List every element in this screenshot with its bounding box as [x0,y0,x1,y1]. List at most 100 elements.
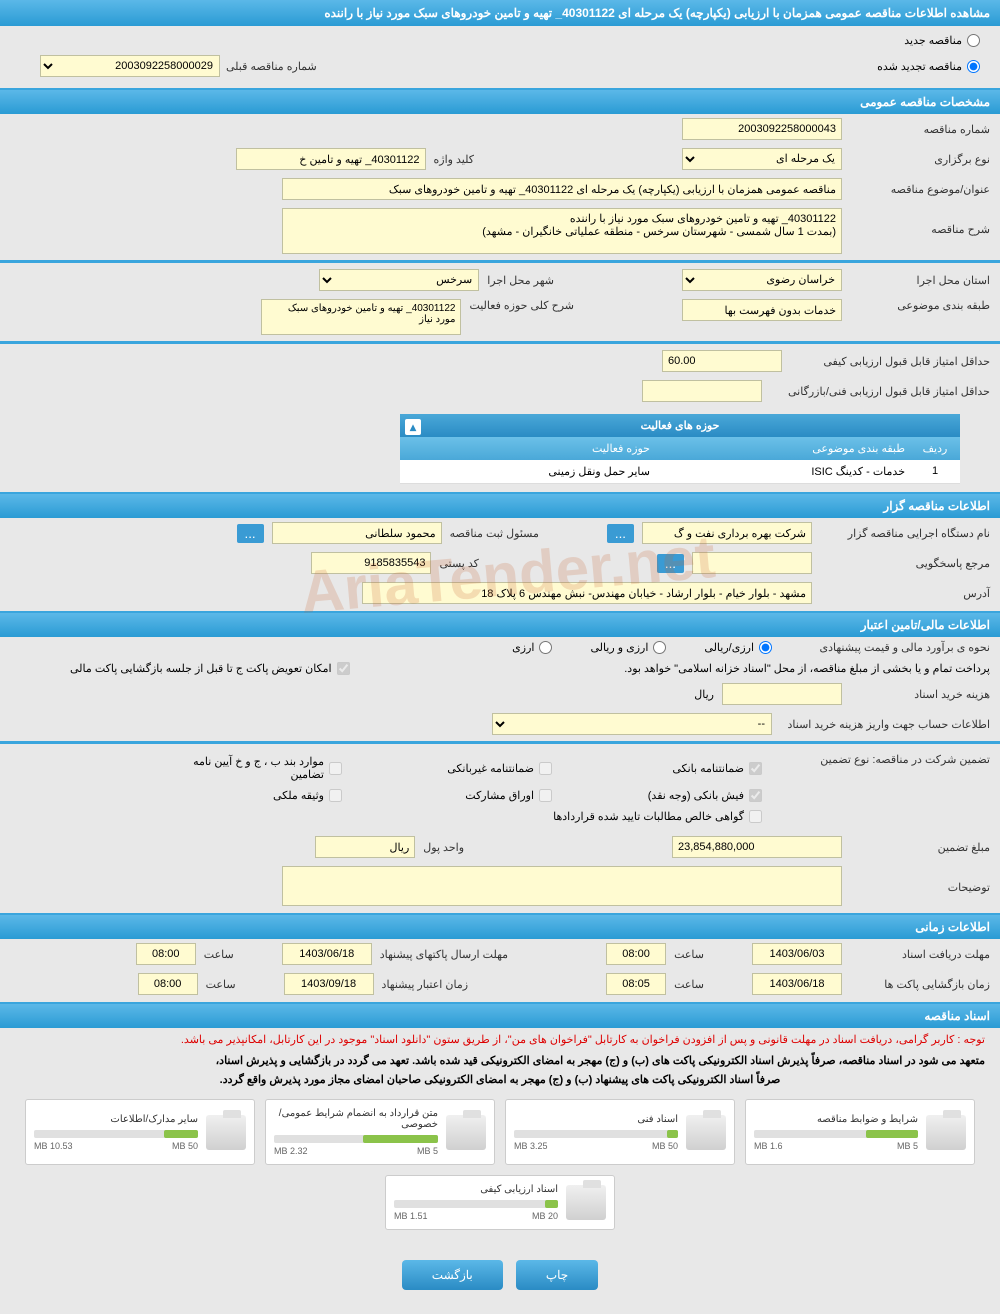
input-postal[interactable] [311,552,431,574]
input-min-quality[interactable] [662,350,782,372]
label-cur-rialforeign: ارزی و ریالی [590,641,648,654]
file-total: 50 MB [172,1141,198,1151]
cell-field: سایر حمل ونقل زمینی [405,465,660,478]
file-title: اسناد ارزیابی کیفی [394,1184,558,1195]
input-subject[interactable] [282,178,842,200]
label-doc-deadline: مهلت دریافت اسناد [850,948,990,961]
table-title: حوزه های فعالیت [405,419,955,432]
label-guarantee-type: تضمین شرکت در مناقصه: نوع تضمین [790,750,990,766]
file-box[interactable]: سایر مدارک/اطلاعات 50 MB10.53 MB [25,1099,255,1165]
label-estimate: نحوه ی برآورد مالی و قیمت پیشنهادی [780,641,990,654]
doc-note2: متعهد می شود در اسناد مناقصه، صرفاً پذیر… [0,1051,1000,1070]
unit-rial: ریال [694,688,714,701]
label-validity: زمان اعتبار پیشنهاد [382,978,469,991]
cb-nonbank [539,762,552,775]
label-account: اطلاعات حساب جهت واریز هزینه خرید اسناد [780,718,990,731]
input-doc-deadline-time[interactable] [606,943,666,965]
label-postal: کد پستی [439,557,478,570]
input-guarantee-amount[interactable] [672,836,842,858]
col-field: حوزه فعالیت [405,442,660,455]
input-min-tech[interactable] [642,380,762,402]
label-opening: زمان بازگشایی پاکت ها [850,978,990,991]
folder-icon [686,1115,726,1150]
lbl-securities: اوراق مشارکت [465,789,534,802]
label-time4: ساعت [206,978,236,991]
section-documents: اسناد مناقصه [0,1002,1000,1028]
input-validity-time[interactable] [138,973,198,995]
label-keyword: کلید واژه [434,153,474,166]
input-address[interactable] [362,582,812,604]
section-general: مشخصات مناقصه عمومی [0,88,1000,114]
file-used: 3.25 MB [514,1141,548,1151]
label-activity-desc: شرح کلی حوزه فعالیت [469,299,574,312]
label-notes: توضیحات [850,866,990,894]
label-type: نوع برگزاری [850,153,990,166]
file-box[interactable]: اسناد فنی 50 MB 3.25 MB [505,1099,735,1165]
file-box[interactable]: اسناد ارزیابی کیفی 20 MB1.51 MB [385,1175,615,1230]
file-used: 1.6 MB [754,1141,783,1151]
textarea-notes[interactable] [282,866,842,906]
radio-new-tender[interactable] [967,34,980,47]
radio-rial-foreign[interactable] [653,641,666,654]
input-opening-time[interactable] [606,973,666,995]
label-province: استان محل اجرا [850,274,990,287]
label-prev-number: شماره مناقصه قبلی [226,60,317,73]
select-province[interactable]: خراسان رضوی [682,269,842,291]
label-currency-unit: واحد پول [423,841,464,854]
label-desc: شرح مناقصه [850,208,990,236]
input-agency[interactable] [642,522,812,544]
cb-bonds [329,762,342,775]
input-classification[interactable] [682,299,842,321]
section-timing: اطلاعات زمانی [0,913,1000,939]
select-prev-number[interactable]: 2003092258000029 [40,55,220,77]
file-title: شرایط و ضوابط مناقصه [754,1114,918,1125]
input-doc-cost[interactable] [722,683,842,705]
file-title: اسناد فنی [514,1114,678,1125]
file-total: 50 MB [652,1141,678,1151]
input-opening-date[interactable] [752,973,842,995]
input-tender-number[interactable] [682,118,842,140]
file-box[interactable]: شرایط و ضوابط مناقصه 5 MB 1.6 MB [745,1099,975,1165]
input-validity-date[interactable] [284,973,374,995]
col-topic: طبقه بندی موضوعی [660,442,915,455]
file-used: 1.51 MB [394,1211,428,1221]
file-total: 5 MB [417,1146,438,1156]
collapse-icon[interactable]: ▴ [405,419,421,435]
cb-securities [539,789,552,802]
input-currency-unit[interactable] [315,836,415,858]
input-keyword[interactable] [236,148,426,170]
radio-foreign[interactable] [539,641,552,654]
radio-renewed-tender[interactable] [967,60,980,73]
label-subject: عنوان/موضوع مناقصه [850,183,990,196]
label-agency: نام دستگاه اجرایی مناقصه گزار [820,527,990,540]
file-total: 5 MB [897,1141,918,1151]
label-doc-cost: هزینه خرید اسناد [850,688,990,701]
file-progress-bar [754,1130,918,1138]
input-officer[interactable] [272,522,442,544]
cell-num: 1 [915,465,955,478]
input-proposal-date[interactable] [282,943,372,965]
input-proposal-time[interactable] [136,943,196,965]
officer-lookup-button[interactable]: ... [237,524,264,543]
file-title: سایر مدارک/اطلاعات [34,1114,198,1125]
back-button[interactable]: بازگشت [402,1260,503,1290]
select-city[interactable]: سرخس [319,269,479,291]
label-address: آدرس [820,587,990,600]
label-proposal-deadline: مهلت ارسال پاکتهای پیشنهاد [380,948,508,961]
select-type[interactable]: یک مرحله ای [682,148,842,170]
print-button[interactable]: چاپ [516,1260,598,1290]
file-box[interactable]: متن قرارداد به انضمام شرایط عمومی/خصوصی … [265,1099,495,1165]
input-doc-deadline-date[interactable] [752,943,842,965]
lbl-bank: ضمانتنامه بانکی [672,762,744,775]
label-city: شهر محل اجرا [487,274,554,287]
contact-lookup-button[interactable]: ... [657,554,684,573]
label-time2: ساعت [204,948,234,961]
select-account[interactable]: -- [492,713,772,735]
agency-lookup-button[interactable]: ... [607,524,634,543]
textarea-activity-desc[interactable]: 40301122_ تهیه و تامین خودروهای سبک مورد… [261,299,461,335]
label-new-tender: مناقصه جدید [904,34,962,47]
radio-rial[interactable] [759,641,772,654]
input-contact[interactable] [692,552,812,574]
textarea-desc[interactable]: 40301122_ تهیه و تامین خودروهای سبک مورد… [282,208,842,254]
label-officer: مسئول ثبت مناقصه [450,527,539,540]
